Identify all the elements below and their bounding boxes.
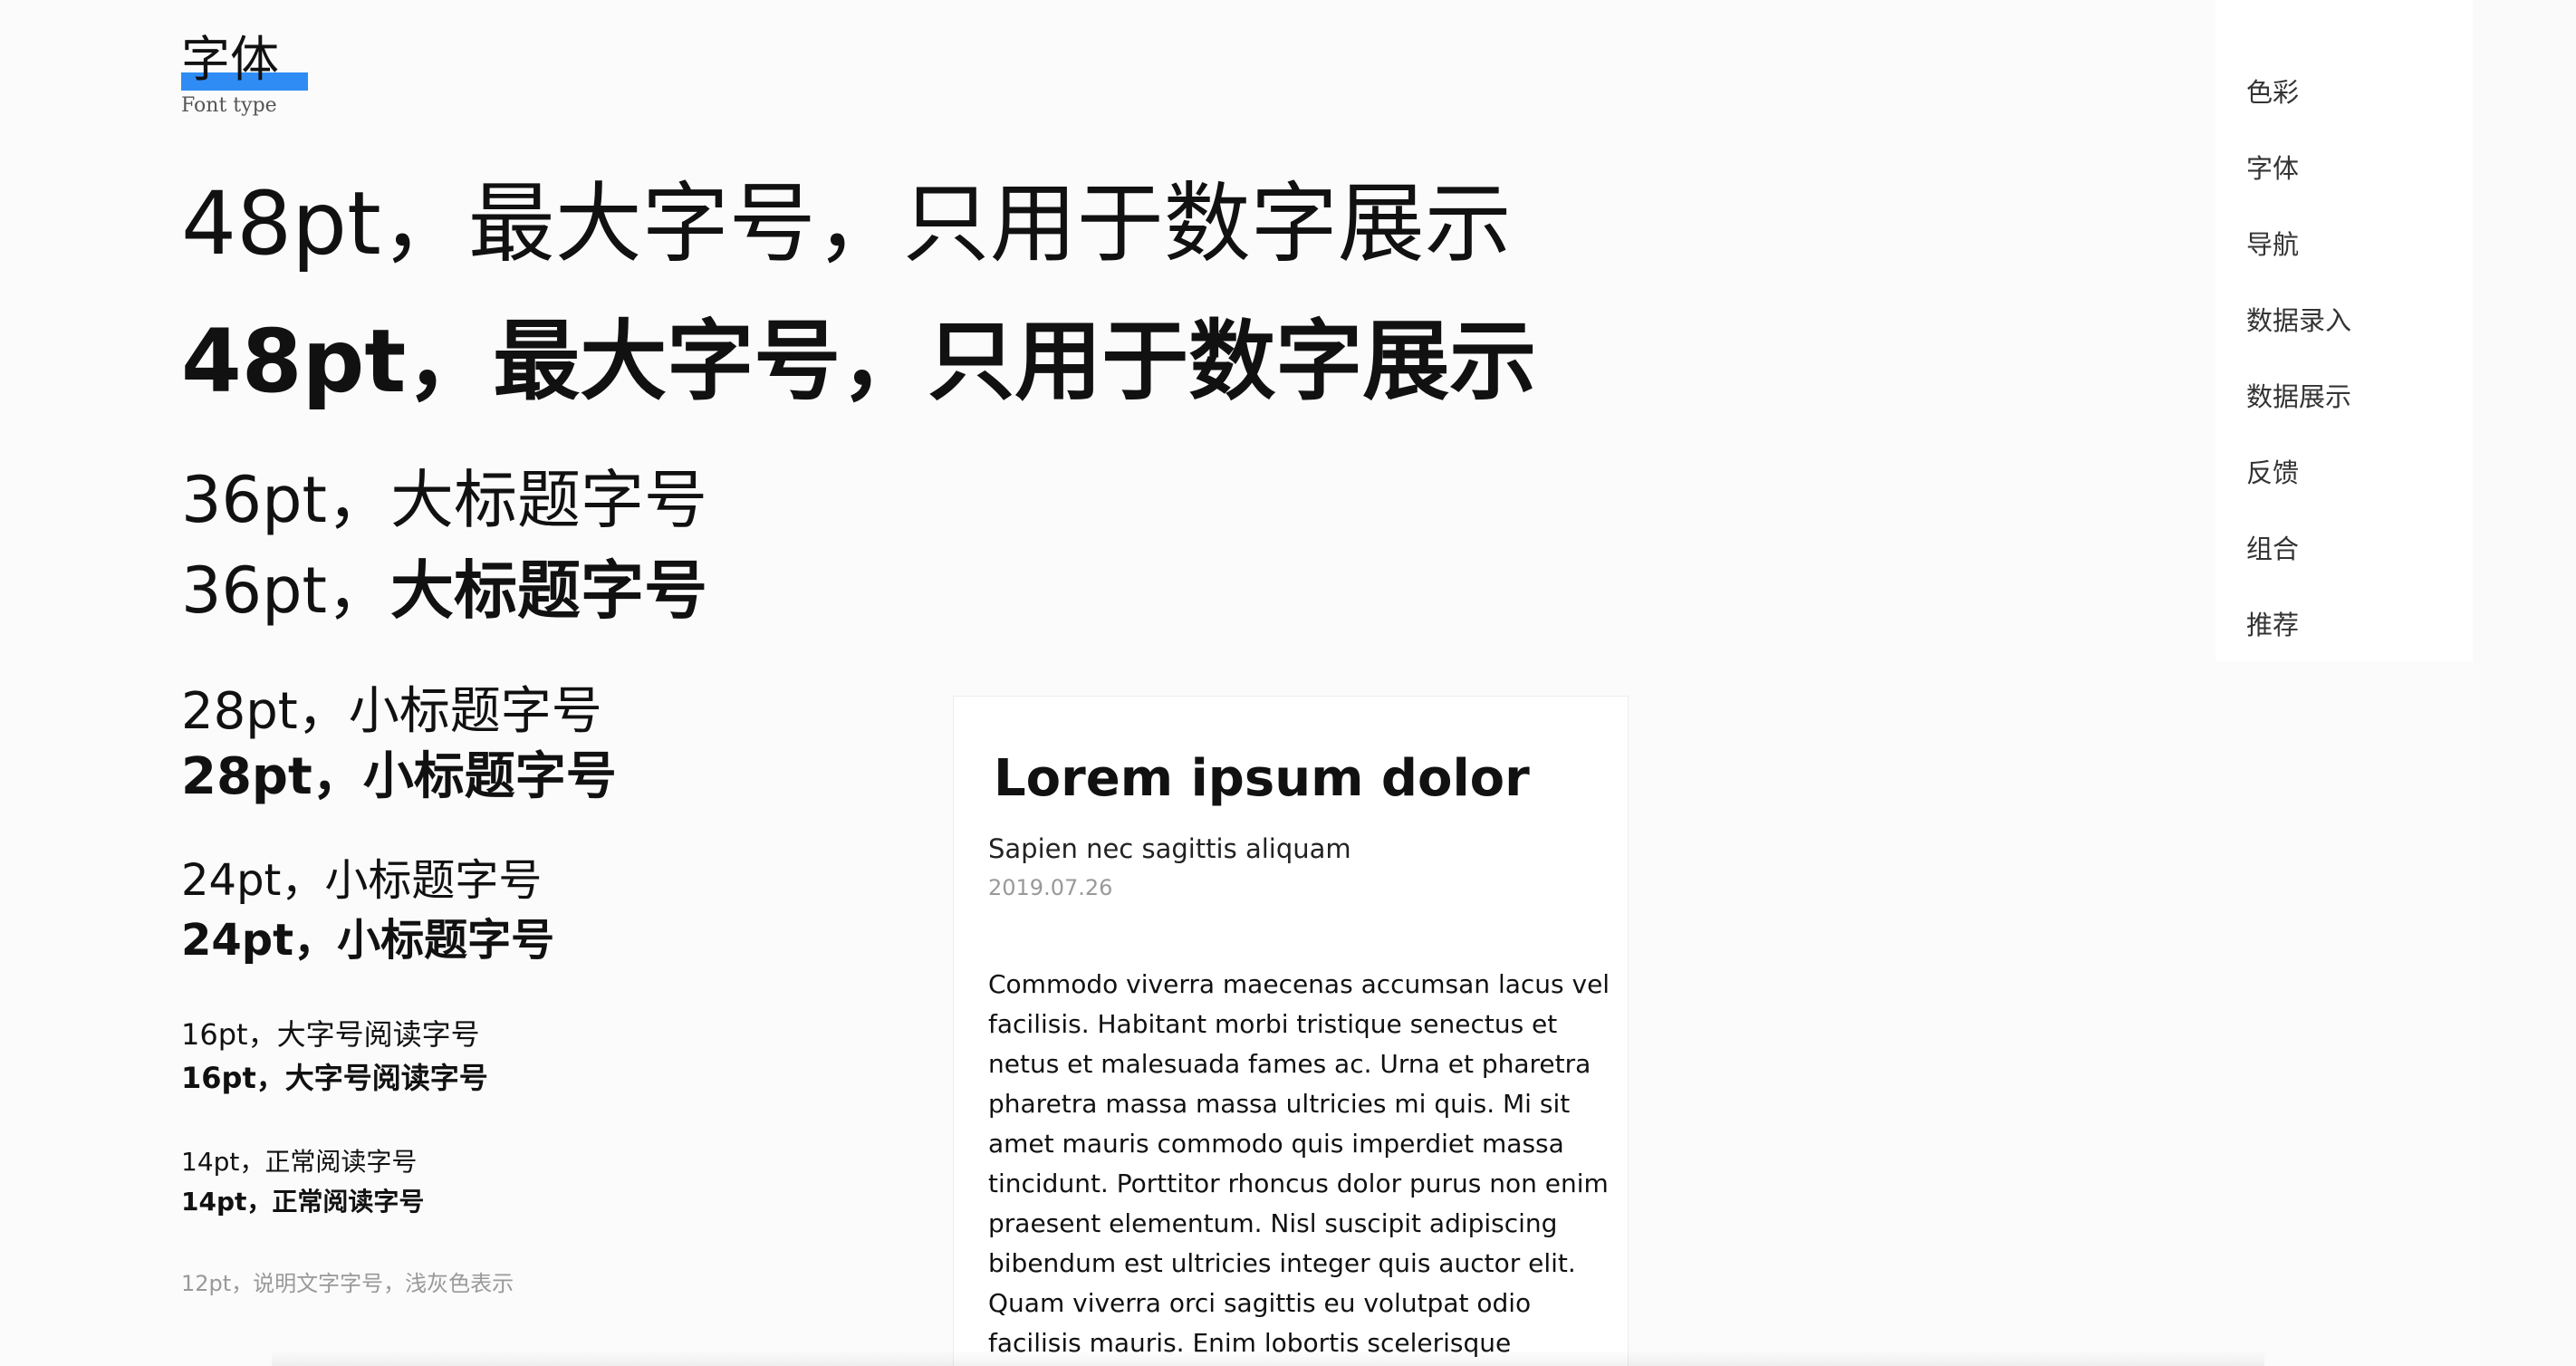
sample-48pt-regular: 48pt，最大字号，只用于数字展示: [181, 173, 1512, 274]
sample-28pt-regular: 28pt，小标题字号: [181, 682, 602, 741]
sample-36pt-prefix: 36pt，: [181, 553, 390, 628]
toc-item-color[interactable]: 色彩: [2246, 77, 2300, 108]
sample-14pt-bold: 14pt，正常阅读字号: [181, 1187, 425, 1217]
scroll-fade: [272, 1350, 2264, 1366]
sample-36pt-regular: 36pt，大标题字号: [181, 463, 707, 537]
sample-24pt-regular: 24pt，小标题字号: [181, 855, 543, 906]
toc-item-navigation[interactable]: 导航: [2246, 229, 2300, 260]
sample-14pt-regular: 14pt，正常阅读字号: [181, 1147, 418, 1177]
sample-12pt-caption: 12pt，说明文字字号，浅灰色表示: [181, 1271, 514, 1296]
table-of-contents: 色彩 字体 导航 数据录入 数据展示 反馈 组合 推荐: [2216, 0, 2473, 661]
section-header: 字体 Font type: [181, 31, 308, 117]
article-card: Lorem ipsum dolor Sapien nec sagittis al…: [953, 696, 1629, 1366]
toc-item-recommended[interactable]: 推荐: [2246, 610, 2300, 640]
card-subtitle: Sapien nec sagittis aliquam: [988, 833, 1351, 864]
toc-item-font[interactable]: 字体: [2246, 153, 2300, 184]
sample-24pt-bold: 24pt，小标题字号: [181, 915, 555, 966]
toc-item-data-entry[interactable]: 数据录入: [2246, 305, 2352, 336]
toc-item-combination[interactable]: 组合: [2246, 534, 2300, 564]
sample-48pt-bold: 48pt，最大字号，只用于数字展示: [181, 311, 1537, 412]
card-body-text: Commodo viverra maecenas accumsan lacus …: [988, 969, 1610, 1358]
section-subtitle: Font type: [181, 94, 277, 117]
sample-28pt-bold: 28pt，小标题字号: [181, 747, 617, 806]
sample-36pt-bold-part: 大标题字号: [389, 553, 707, 628]
toc-item-data-display[interactable]: 数据展示: [2246, 381, 2352, 412]
section-title: 字体: [181, 31, 279, 88]
sample-36pt-mixed: 36pt，大标题字号: [181, 554, 707, 627]
title-accent-underline: [181, 72, 308, 91]
style-guide-page: 字体 Font type 48pt，最大字号，只用于数字展示 48pt，最大字号…: [181, 31, 2264, 1366]
sample-16pt-bold: 16pt，大字号阅读字号: [181, 1061, 488, 1095]
sample-16pt-regular: 16pt，大字号阅读字号: [181, 1017, 480, 1052]
toc-item-feedback[interactable]: 反馈: [2246, 457, 2300, 488]
card-title: Lorem ipsum dolor: [994, 749, 1530, 808]
card-date: 2019.07.26: [988, 875, 1113, 900]
